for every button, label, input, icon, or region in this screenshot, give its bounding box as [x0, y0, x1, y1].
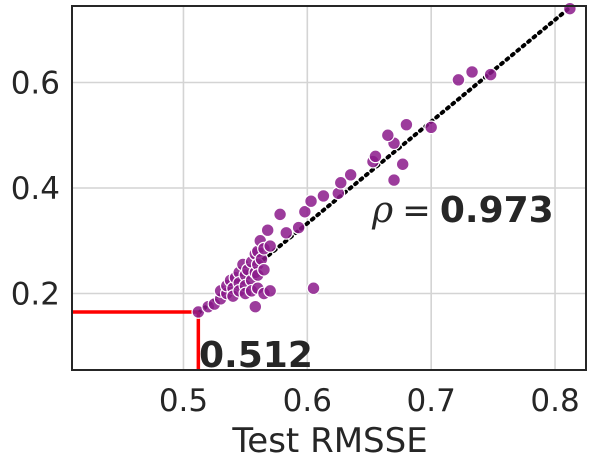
scatter-point [306, 281, 321, 296]
scatter-point [263, 283, 278, 298]
y-tick-labels: 0.2 0.4 0.6 [11, 65, 60, 312]
y-tick-label: 0.6 [11, 65, 60, 101]
scatter-point [316, 189, 331, 203]
correlation-annotation: ρ = 0.973 [371, 190, 554, 231]
y-tick-label: 0.4 [11, 171, 60, 207]
scatter-point [399, 117, 414, 132]
x-tick-label: 0.6 [283, 383, 332, 419]
scatter-point [291, 220, 306, 235]
y-tick-label: 0.2 [11, 277, 60, 313]
data-points [191, 1, 577, 319]
x-tick-label: 0.5 [159, 383, 208, 419]
scatter-point [483, 67, 498, 82]
scatter-point [395, 157, 410, 172]
scatter-point [387, 173, 401, 187]
scatter-point [257, 262, 271, 277]
x-tick-label: 0.7 [407, 383, 456, 419]
scatter-point [451, 72, 466, 87]
scatter-point [562, 1, 577, 16]
scatter-point [260, 223, 275, 238]
scatter-point [333, 175, 348, 190]
scatter-point [368, 149, 383, 164]
x-tick-labels: 0.5 0.6 0.7 0.8 [159, 383, 580, 419]
scatter-point [263, 239, 278, 253]
threshold-lines [72, 310, 201, 370]
rho-symbol: ρ [371, 190, 393, 231]
scatter-point [380, 128, 395, 143]
x-tick-label: 0.8 [530, 383, 579, 419]
equals-sign: = [402, 191, 431, 231]
correlation-value: 0.973 [440, 190, 554, 231]
scatter-point [304, 194, 318, 209]
plot-frame [71, 5, 587, 371]
scatter-point [248, 299, 263, 314]
scatter-point [424, 120, 439, 135]
x-axis-title: Test RMSSE [231, 421, 427, 461]
scatter-point [343, 167, 358, 182]
scatter-point [465, 65, 479, 79]
scatter-point [297, 204, 312, 219]
threshold-value-label: 0.512 [199, 335, 313, 376]
grid [72, 6, 586, 370]
scatter-point [279, 225, 294, 240]
scatter-point [273, 207, 287, 222]
